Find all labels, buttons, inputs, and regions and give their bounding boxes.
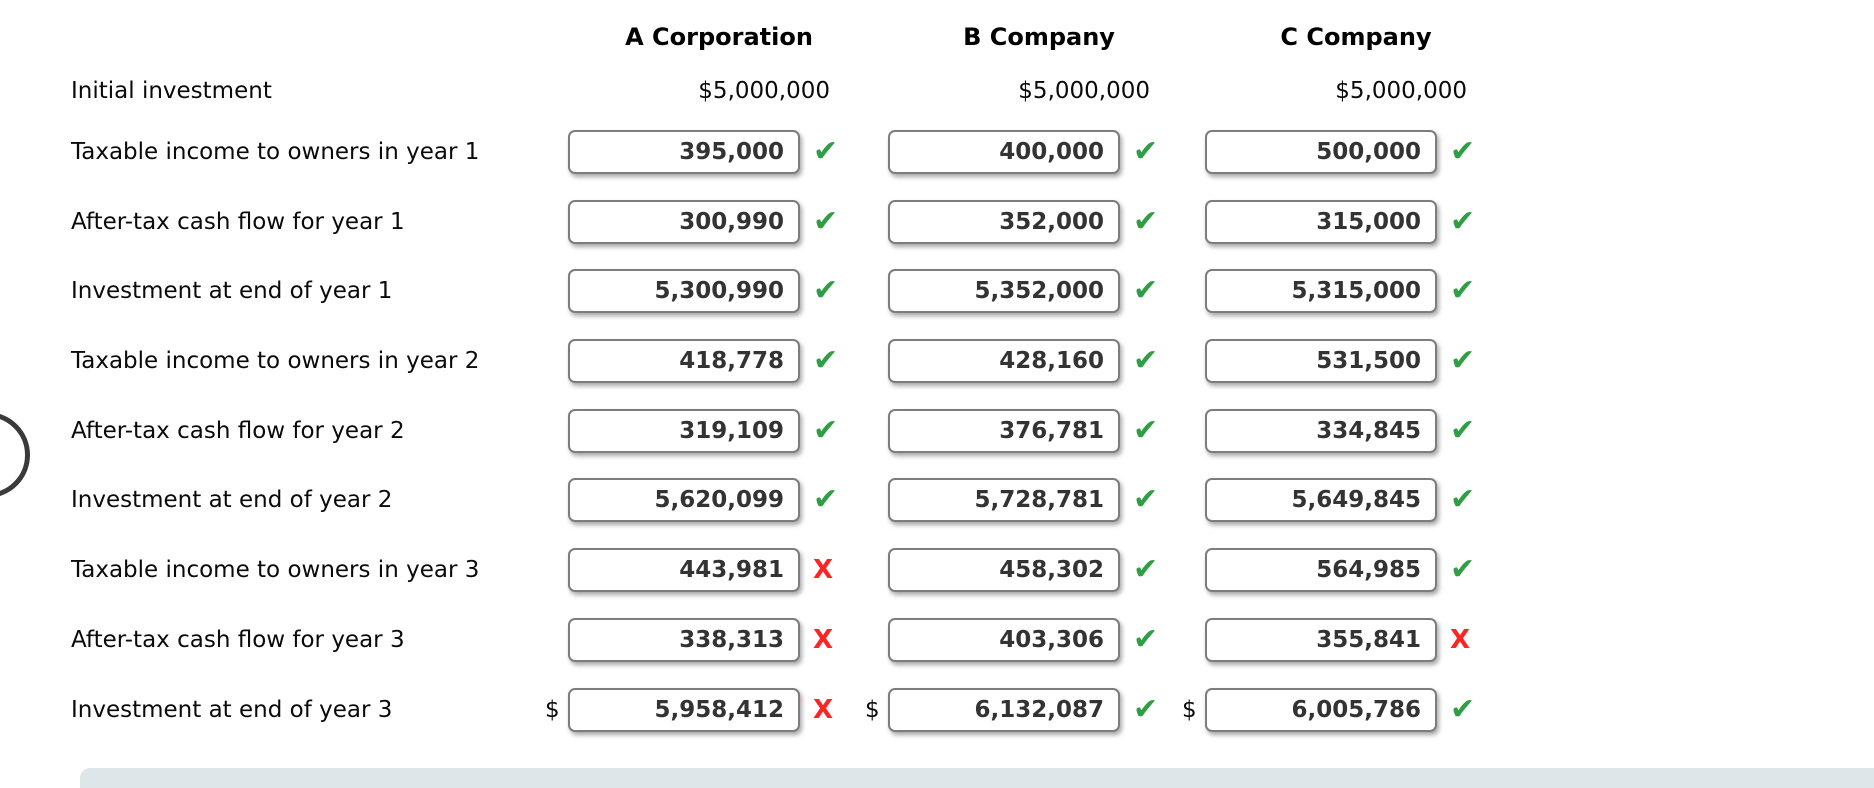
initial-investment-value-b: $5,000,000 — [1018, 78, 1150, 104]
dollar-sign: $ — [865, 697, 880, 723]
table-row: Taxable income to owners in year 2 ✔ ✔ ✔ — [0, 339, 1874, 383]
row-label: After-tax cash flow for year 3 — [71, 627, 405, 653]
column-header-b-company: B Company — [963, 23, 1115, 51]
answer-input[interactable] — [568, 200, 800, 244]
answer-input[interactable] — [568, 130, 800, 174]
correct-check-icon: ✔ — [1450, 552, 1476, 587]
correct-check-icon: ✔ — [1450, 273, 1476, 308]
table-row: After-tax cash flow for year 3 X ✔ X — [0, 618, 1874, 662]
answer-input[interactable] — [568, 688, 800, 732]
row-label: Investment at end of year 3 — [71, 697, 393, 723]
answer-input[interactable] — [568, 269, 800, 313]
table-row: Investment at end of year 3 $ X $ ✔ $ ✔ — [0, 688, 1874, 732]
table-row: Taxable income to owners in year 1 ✔ ✔ ✔ — [0, 130, 1874, 174]
answer-input[interactable] — [888, 618, 1120, 662]
correct-check-icon: ✔ — [1133, 552, 1159, 587]
answer-input[interactable] — [888, 269, 1120, 313]
initial-investment-value-c: $5,000,000 — [1335, 78, 1467, 104]
table-row: Investment at end of year 1 ✔ ✔ ✔ — [0, 269, 1874, 313]
answer-input[interactable] — [888, 409, 1120, 453]
correct-check-icon: ✔ — [1133, 692, 1159, 727]
correct-check-icon: ✔ — [1133, 622, 1159, 657]
row-label: Taxable income to owners in year 1 — [71, 139, 480, 165]
correct-check-icon: ✔ — [1450, 413, 1476, 448]
correct-check-icon: ✔ — [1450, 204, 1476, 239]
table-row: After-tax cash flow for year 2 ✔ ✔ ✔ — [0, 409, 1874, 453]
row-label: After-tax cash flow for year 1 — [71, 209, 405, 235]
incorrect-x-icon: X — [813, 625, 834, 655]
row-label: Initial investment — [71, 78, 272, 104]
answer-input[interactable] — [568, 548, 800, 592]
incorrect-x-icon: X — [813, 555, 834, 585]
correct-check-icon: ✔ — [1133, 134, 1159, 169]
correct-check-icon: ✔ — [813, 413, 839, 448]
correct-check-icon: ✔ — [1450, 343, 1476, 378]
correct-check-icon: ✔ — [1133, 413, 1159, 448]
row-label: Investment at end of year 1 — [71, 278, 393, 304]
bottom-panel-edge — [80, 768, 1874, 788]
correct-check-icon: ✔ — [1133, 204, 1159, 239]
correct-check-icon: ✔ — [813, 343, 839, 378]
correct-check-icon: ✔ — [813, 273, 839, 308]
answer-input[interactable] — [568, 618, 800, 662]
table-row: Investment at end of year 2 ✔ ✔ ✔ — [0, 478, 1874, 522]
column-header-c-company: C Company — [1280, 23, 1432, 51]
table-row: After-tax cash flow for year 1 ✔ ✔ ✔ — [0, 200, 1874, 244]
incorrect-x-icon: X — [813, 695, 834, 725]
initial-investment-value-a: $5,000,000 — [698, 78, 830, 104]
row-label: Taxable income to owners in year 3 — [71, 557, 480, 583]
correct-check-icon: ✔ — [813, 482, 839, 517]
correct-check-icon: ✔ — [1450, 692, 1476, 727]
answer-input[interactable] — [888, 548, 1120, 592]
correct-check-icon: ✔ — [813, 134, 839, 169]
answer-input[interactable] — [1205, 478, 1437, 522]
answer-input[interactable] — [888, 130, 1120, 174]
answer-input[interactable] — [1205, 200, 1437, 244]
answer-input[interactable] — [1205, 130, 1437, 174]
answer-input[interactable] — [568, 478, 800, 522]
incorrect-x-icon: X — [1450, 625, 1471, 655]
dollar-sign: $ — [545, 697, 560, 723]
correct-check-icon: ✔ — [1133, 343, 1159, 378]
correct-check-icon: ✔ — [1450, 134, 1476, 169]
dollar-sign: $ — [1182, 697, 1197, 723]
initial-investment-row: Initial investment $5,000,000 $5,000,000… — [0, 69, 1874, 113]
correct-check-icon: ✔ — [1133, 482, 1159, 517]
answer-input[interactable] — [888, 688, 1120, 732]
column-header-row: A Corporation B Company C Company — [0, 15, 1874, 59]
answer-input[interactable] — [1205, 339, 1437, 383]
answer-input[interactable] — [888, 339, 1120, 383]
answer-input[interactable] — [1205, 409, 1437, 453]
row-label: Investment at end of year 2 — [71, 487, 393, 513]
answer-input[interactable] — [1205, 688, 1437, 732]
answer-input[interactable] — [888, 200, 1120, 244]
answer-input[interactable] — [568, 409, 800, 453]
row-label: After-tax cash flow for year 2 — [71, 418, 405, 444]
correct-check-icon: ✔ — [1450, 482, 1476, 517]
correct-check-icon: ✔ — [1133, 273, 1159, 308]
answer-input[interactable] — [1205, 548, 1437, 592]
answer-input[interactable] — [568, 339, 800, 383]
answer-input[interactable] — [1205, 618, 1437, 662]
column-header-a-corporation: A Corporation — [625, 23, 813, 51]
answer-input[interactable] — [888, 478, 1120, 522]
correct-check-icon: ✔ — [813, 204, 839, 239]
row-label: Taxable income to owners in year 2 — [71, 348, 480, 374]
answer-input[interactable] — [1205, 269, 1437, 313]
table-row: Taxable income to owners in year 3 X ✔ ✔ — [0, 548, 1874, 592]
